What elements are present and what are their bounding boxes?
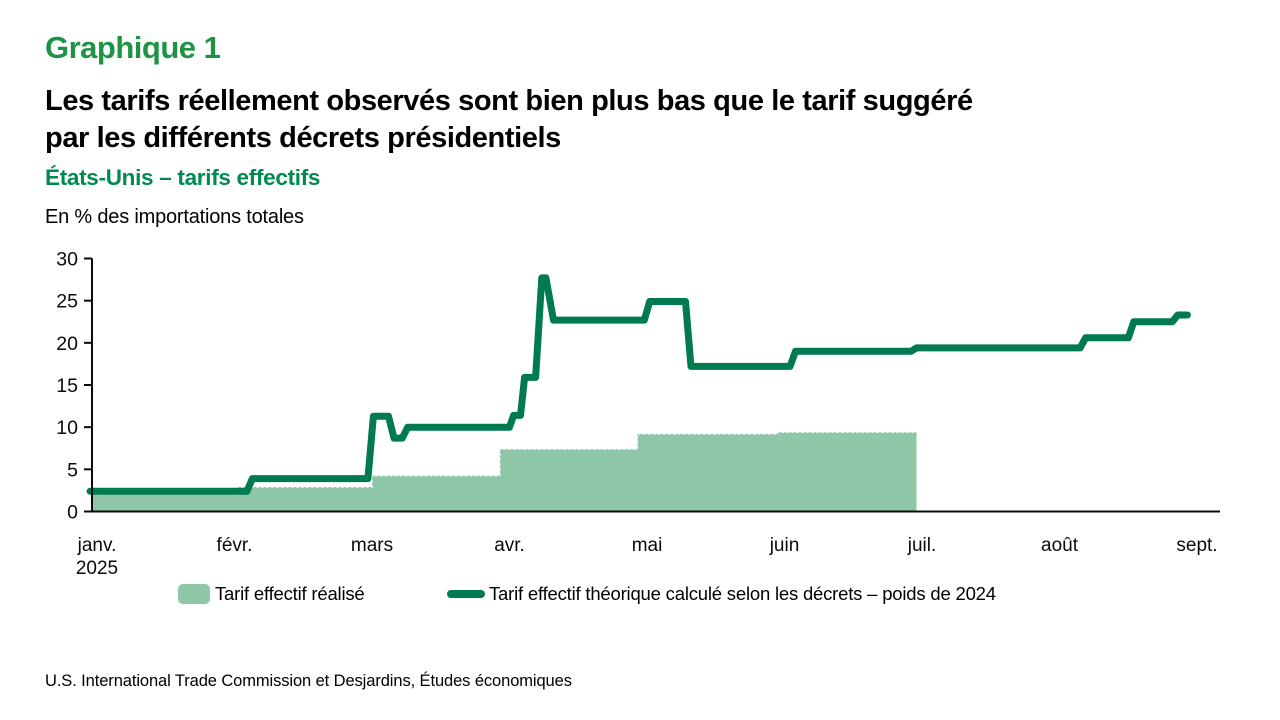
area-swatch-icon xyxy=(178,584,210,604)
chart-subtitle: États-Unis – tarifs effectifs xyxy=(45,165,321,190)
x-axis-tick-label: janv. xyxy=(77,535,117,556)
line-swatch-icon xyxy=(447,590,485,598)
x-axis-year-label: 2025 xyxy=(76,558,118,579)
y-axis-tick-label: 5 xyxy=(67,459,78,481)
y-axis-tick-label: 20 xyxy=(56,333,78,355)
y-axis-unit-label: En % des importations totales xyxy=(45,206,304,228)
source-note: U.S. International Trade Commission et D… xyxy=(45,672,572,690)
page-title-line2: par les différents décrets présidentiels xyxy=(45,122,561,154)
legend-item-theoretical: Tarif effectif théorique calculé selon l… xyxy=(447,583,996,605)
legend-label-theoretical: Tarif effectif théorique calculé selon l… xyxy=(489,583,996,604)
x-axis-tick-label: mars xyxy=(351,535,393,556)
x-axis-tick-label: avr. xyxy=(494,535,525,556)
x-axis-tick-label: mai xyxy=(632,535,663,556)
x-axis-tick-label: juil. xyxy=(907,535,937,556)
realized-tariff-area xyxy=(92,432,917,512)
chart-number-kicker: Graphique 1 xyxy=(45,30,221,65)
y-axis-tick-label: 15 xyxy=(56,375,78,397)
x-axis-tick-label: févr. xyxy=(217,535,253,556)
y-axis-tick-label: 10 xyxy=(56,417,78,439)
y-axis-tick-label: 0 xyxy=(67,502,78,524)
x-axis-tick-label: juin xyxy=(769,535,800,556)
page-title-line1: Les tarifs réellement observés sont bien… xyxy=(45,85,973,117)
legend-item-realized: Tarif effectif réalisé xyxy=(178,583,365,605)
legend-label-realized: Tarif effectif réalisé xyxy=(215,583,365,604)
x-axis-tick-label: août xyxy=(1041,535,1079,556)
x-axis-tick-label: sept. xyxy=(1176,535,1217,556)
y-axis-tick-label: 30 xyxy=(56,249,78,271)
theoretical-tariff-line xyxy=(86,274,1191,495)
page-title: Les tarifs réellement observés sont bien… xyxy=(45,83,973,157)
y-axis-tick-label: 25 xyxy=(56,291,78,313)
